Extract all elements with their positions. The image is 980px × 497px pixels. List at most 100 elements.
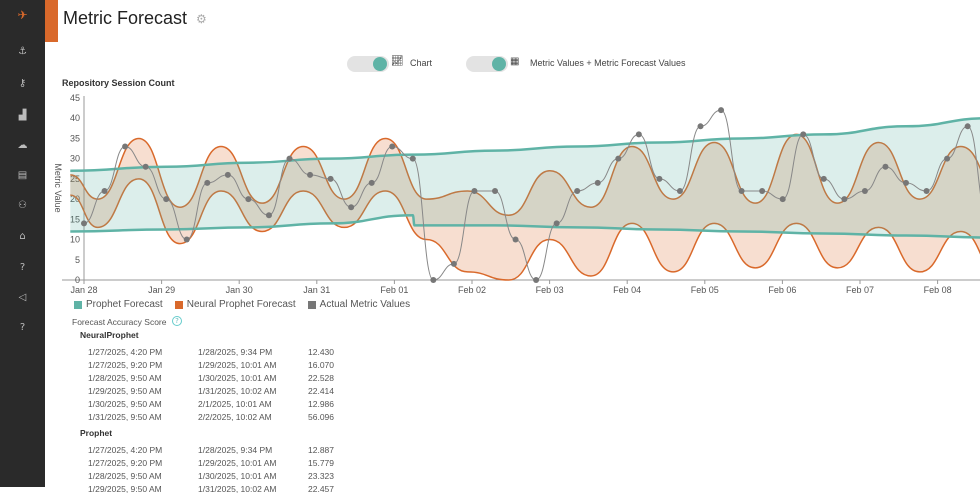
megaphone-icon[interactable]: ◁ [18,292,27,303]
home-icon[interactable]: ⌂ [19,231,26,242]
end-time: 1/29/2025, 10:01 AM [198,458,277,468]
actual-point [903,179,909,186]
table-row: 1/28/2025, 9:50 AM 1/30/2025, 10:01 AM 22.… [88,373,388,386]
end-time: 1/29/2025, 10:01 AM [198,360,277,370]
bar-chart-icon[interactable]: ▟ [18,110,27,121]
legend-actual[interactable]: Actual Metric Values [307,299,411,310]
score: 12.887 [308,445,334,455]
prophet-lower-line [70,214,980,239]
x-tick-label: Feb 08 [924,285,952,295]
actual-point [964,123,971,130]
actual-point [101,188,108,195]
table-row: 1/29/2025, 9:50 AM 1/31/2025, 10:02 AM 22.… [88,386,388,399]
actual-point [800,131,807,138]
legend-swatch [74,300,82,309]
line-chart-icon: 📈︎ [391,56,404,67]
actual-point [697,123,704,130]
end-time: 1/31/2025, 10:02 AM [198,386,277,396]
end-time: 1/28/2025, 9:34 PM [198,347,273,357]
accuracy-group-title: NeuralProphet [80,330,139,340]
y-tick-label: 20 [70,194,80,204]
cloud-icon[interactable]: ☁ [17,140,28,151]
actual-point [882,163,889,170]
legend-swatch [307,300,316,309]
actual-point [430,277,437,283]
forecast-chart: 0 5 10 15 20 25 30 35 40 45 Jan 28 Jan 29 Jan 30 Jan … [53,93,980,295]
table-row: 1/27/2025, 4:20 PM 1/28/2025, 9:34 PM 12.4… [88,347,388,360]
gear-icon[interactable]: ⚙ [196,12,207,26]
logo-icon[interactable]: ✈ [17,8,28,22]
actual-point [81,220,87,227]
table-row: 1/27/2025, 9:20 PM 1/29/2025, 10:01 AM 16.… [88,360,388,373]
end-time: 1/30/2025, 10:01 AM [198,471,277,481]
chart-legend: Prophet Forecast Neural Prophet Forecast… [74,299,410,310]
actual-point [122,143,129,150]
anchor-icon[interactable]: ⚓ [18,46,27,57]
legend-neural[interactable]: Neural Prophet Forecast [174,299,296,310]
help-icon[interactable]: ? [172,316,182,326]
actual-point [492,188,498,195]
start-time: 1/27/2025, 9:20 PM [88,458,163,468]
actual-point [759,188,766,195]
end-time: 1/30/2025, 10:01 AM [198,373,277,383]
actual-point [841,196,848,203]
user-icon[interactable]: ⚇ [18,200,27,211]
x-tick-label: Jan 30 [226,285,253,295]
legend-label: Prophet Forecast [86,299,163,310]
x-tick-label: Feb 07 [846,285,874,295]
end-time: 2/1/2025, 10:01 AM [198,399,272,409]
actual-point [471,188,478,195]
y-tick-label: 15 [70,214,80,224]
start-time: 1/28/2025, 9:50 AM [88,373,162,383]
actual-point [368,179,375,186]
actual-point [142,163,149,170]
start-time: 1/27/2025, 4:20 PM [88,347,163,357]
x-tick-label: Feb 06 [768,285,796,295]
document-icon[interactable]: ▤ [17,170,28,181]
actual-point [676,188,683,195]
score: 16.070 [308,360,334,370]
actual-point [327,175,334,182]
prophet-upper-line [70,117,980,173]
actual-point [574,188,581,195]
values-toggle[interactable] [466,56,508,72]
prophet-band [70,118,980,238]
actual-point [533,277,540,283]
table-row: 1/30/2025, 9:50 AM 2/1/2025, 10:01 AM 12.9… [88,399,388,412]
x-tick-label: Jan 31 [303,285,330,295]
start-time: 1/31/2025, 9:50 AM [88,412,162,422]
legend-prophet[interactable]: Prophet Forecast [74,299,163,310]
x-tick-label: Feb 03 [536,285,564,295]
start-time: 1/30/2025, 9:50 AM [88,399,162,409]
end-time: 1/31/2025, 10:02 AM [198,484,277,494]
help-icon[interactable]: ? [19,322,26,333]
start-time: 1/29/2025, 9:50 AM [88,484,162,494]
x-tick-label: Feb 05 [691,285,719,295]
accuracy-group-title: Prophet [80,428,113,438]
x-tick-label: Jan 28 [70,285,97,295]
actual-point [820,175,827,182]
score: 22.528 [308,373,334,383]
key-icon[interactable]: ⚷ [18,78,27,89]
actual-point [450,260,457,267]
help-icon[interactable]: ? [19,262,26,273]
chart-toggle[interactable] [347,56,389,72]
page-title: Metric Forecast [63,8,188,28]
actual-point [204,179,211,186]
table-row: 1/31/2025, 9:50 AM 2/2/2025, 10:02 AM 56.0… [88,412,388,425]
sidebar: ✈ ⚓ ⚷ ▟ ☁ ▤ ⚇ ⌂ ? ◁ ? [0,0,45,487]
actual-point [923,188,930,195]
score: 22.457 [308,484,334,494]
grid-icon: ▦ [510,56,520,67]
neural-lower-line [70,178,980,281]
y-tick-label: 45 [70,93,80,103]
actual-point [553,220,560,227]
y-tick-label: 30 [70,154,80,164]
actual-point [409,155,416,162]
y-tick-label: 35 [70,133,80,143]
actual-point [656,175,663,182]
neural-band [70,134,980,280]
x-tick-label: Feb 04 [613,285,641,295]
y-tick-label: 5 [75,255,80,265]
legend-label: Actual Metric Values [319,299,411,310]
